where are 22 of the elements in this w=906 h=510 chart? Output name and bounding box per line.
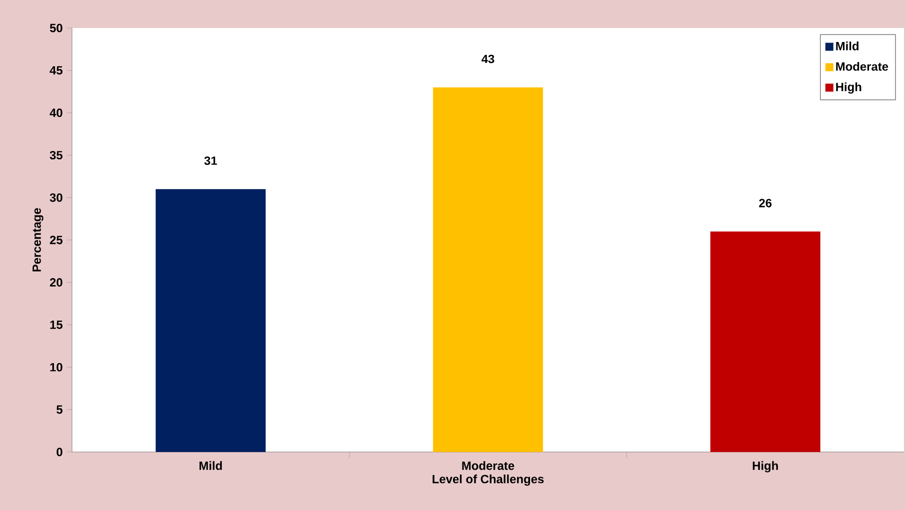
x-tick-label: High (752, 461, 778, 472)
y-tick-label: 45 (50, 66, 62, 75)
x-tick-label: Mild (200, 461, 222, 470)
y-tick-label: 10 (50, 362, 62, 372)
y-tick-label: 30 (50, 193, 62, 202)
y-tick-label: 15 (50, 320, 62, 329)
y-tick-label: 20 (50, 278, 62, 287)
data-label: 26 (759, 198, 772, 208)
y-axis-title: Percentage (32, 208, 44, 272)
y-tick-label: 25 (50, 236, 62, 244)
y-tick-label: 50 (50, 24, 62, 32)
y-tick-label: 40 (50, 108, 62, 118)
legend-label: Moderate (836, 62, 888, 71)
y-tick-label: 5 (56, 405, 62, 414)
y-tick-label: 0 (56, 448, 62, 456)
y-tick-label: 35 (50, 150, 62, 160)
x-axis-title: Level of Challenges (432, 474, 544, 486)
x-tick-label: Moderate (462, 461, 514, 470)
legend-label: High (836, 82, 862, 94)
data-label: 43 (482, 54, 494, 64)
data-label: 31 (204, 156, 217, 165)
legend-label: Mild (836, 42, 858, 50)
